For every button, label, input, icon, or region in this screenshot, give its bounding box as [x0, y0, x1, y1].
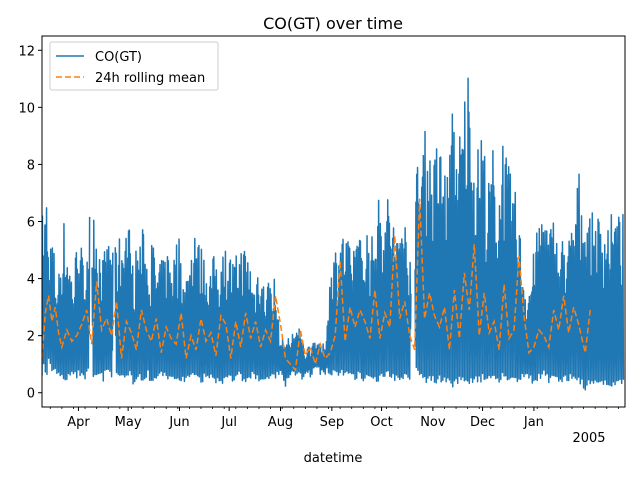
- legend-label-rolling-mean: 24h rolling mean: [95, 71, 205, 86]
- x-tick-label: Nov: [420, 415, 446, 430]
- x-axis-label: datetime: [304, 451, 363, 466]
- x-tick-label: Apr: [67, 415, 90, 430]
- x-tick-label: Jan: [523, 415, 544, 430]
- x-tick-label: Jun: [168, 415, 189, 430]
- chart-title: CO(GT) over time: [263, 14, 403, 33]
- x-tick-label: Jul: [220, 415, 237, 430]
- legend-box: [49, 41, 219, 91]
- x-tick-label: Oct: [370, 415, 392, 430]
- series-line-co: [42, 77, 625, 391]
- x-axis: Apr May Jun Jul Aug Sep Oct Nov Dec Jan: [49, 407, 619, 430]
- series-layer: [42, 77, 625, 391]
- x-tick-label: Aug: [268, 415, 293, 430]
- y-tick-label: 2: [27, 330, 35, 345]
- plot-area: [42, 77, 625, 391]
- y-tick-label: 6: [27, 216, 35, 231]
- series-line-rolling-mean: [42, 198, 591, 372]
- x-tick-label: May: [115, 415, 142, 430]
- x-tick-label: Sep: [320, 415, 345, 430]
- legend: CO(GT) 24h rolling mean: [49, 41, 219, 91]
- y-tick-label: 0: [27, 387, 35, 402]
- y-tick-label: 12: [18, 44, 35, 59]
- y-tick-label: 10: [18, 101, 35, 116]
- y-axis: 0 2 4 6 8 10 12: [18, 44, 42, 402]
- x-year-label: 2005: [572, 431, 605, 446]
- x-tick-label: Dec: [470, 415, 495, 430]
- legend-label-co: CO(GT): [95, 50, 142, 65]
- y-tick-label: 8: [27, 158, 35, 173]
- y-tick-label: 4: [27, 273, 35, 288]
